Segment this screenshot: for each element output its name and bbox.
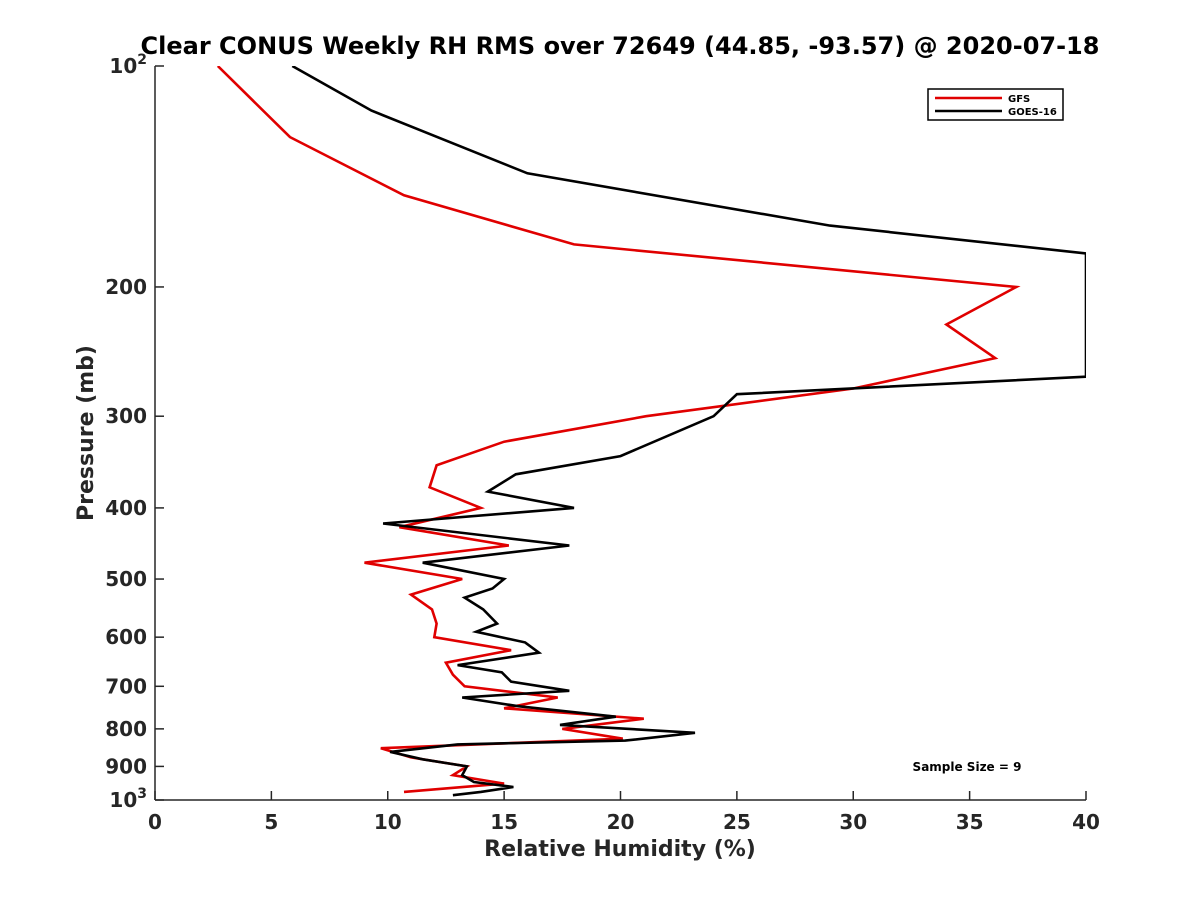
x-tick-label: 35 <box>956 810 984 834</box>
legend-box <box>927 88 1064 121</box>
y-tick-label: 700 <box>105 674 147 698</box>
x-axis-label: Relative Humidity (%) <box>484 837 756 862</box>
x-tick-label: 25 <box>723 810 751 834</box>
axes-layer: 0 5 10 15 20 25 30 35 40 102 200 300 400 500 600 700 800… <box>105 52 1100 834</box>
y-axis-label: Pressure (mb) <box>74 345 99 521</box>
legend: GFS GOES-16 <box>927 88 1064 121</box>
x-tick-label: 20 <box>607 810 635 834</box>
y-tick-label: 300 <box>105 404 147 428</box>
y-tick-label: 200 <box>105 275 147 299</box>
x-tick-label: 5 <box>264 810 278 834</box>
series-line-goes-16 <box>291 66 1086 797</box>
series-layer <box>216 66 1086 797</box>
x-tick-label: 0 <box>148 810 162 834</box>
sample-size-annotation: Sample Size = 9 <box>913 760 1022 774</box>
y-tick-label: 400 <box>105 496 147 520</box>
y-tick-label: 103 <box>109 786 147 812</box>
y-tick-label: 500 <box>105 567 147 591</box>
chart-title: Clear CONUS Weekly RH RMS over 72649 (44… <box>141 32 1100 60</box>
series-line-gfs <box>216 66 1021 794</box>
legend-label-gfs: GFS <box>1008 94 1030 105</box>
x-tick-label: 15 <box>490 810 518 834</box>
x-tick-label: 10 <box>374 810 402 834</box>
legend-label-goes-16: GOES-16 <box>1008 107 1057 118</box>
y-tick-label: 800 <box>105 717 147 741</box>
y-tick-label: 102 <box>109 52 147 78</box>
x-tick-label: 40 <box>1072 810 1100 834</box>
y-tick-label: 600 <box>105 625 147 649</box>
y-tick-label: 900 <box>105 754 147 778</box>
x-tick-label: 30 <box>839 810 867 834</box>
